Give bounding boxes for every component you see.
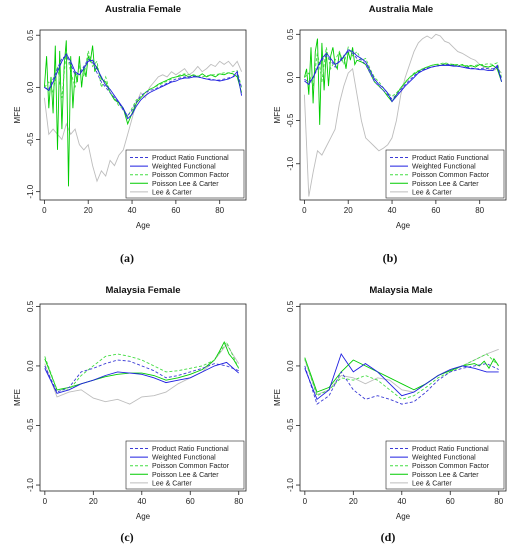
series-line-1: [44, 53, 243, 120]
x-tick-label: 60: [171, 206, 180, 215]
series-line-2: [44, 50, 243, 118]
legend-label: Poisson Common Factor: [152, 172, 230, 179]
x-axis-label: Age: [396, 221, 411, 230]
legend-label: Product Ratio Functional: [152, 155, 229, 162]
series-line-3: [43, 40, 243, 187]
subfigure-label: (c): [120, 530, 133, 544]
y-tick-label: -1.0: [26, 184, 35, 198]
x-tick-label: 20: [349, 497, 358, 506]
y-tick-label: 0.5: [26, 300, 35, 312]
y-tick-label: 0.0: [286, 71, 295, 83]
series-line-2: [304, 46, 503, 97]
x-tick-label: 0: [43, 497, 48, 506]
legend-label: Lee & Carter: [152, 189, 192, 196]
x-tick-label: 40: [128, 206, 137, 215]
x-axis-label: Age: [136, 512, 151, 521]
x-tick-label: 0: [42, 206, 47, 215]
x-tick-label: 40: [137, 497, 146, 506]
legend-label: Weighted Functional: [412, 455, 476, 462]
legend-label: Poisson Common Factor: [412, 172, 490, 179]
x-tick-label: 0: [303, 497, 308, 506]
chart-title: Australia Female: [105, 4, 181, 15]
legend-label: Weighted Functional: [412, 164, 476, 171]
chart-panel-3: Malaysia Male 0 20 40 60 80 -1.0 -0.5 0.0 0.5 Age M…: [273, 285, 507, 544]
series-line-2: [304, 353, 500, 400]
y-tick-label: 0.0: [286, 360, 295, 372]
legend-label: Poisson Lee & Carter: [152, 472, 219, 479]
x-tick-label: 80: [475, 206, 484, 215]
legend-label: Poisson Lee & Carter: [412, 181, 479, 188]
series-line-3: [304, 357, 500, 393]
series-line-4: [44, 343, 240, 405]
x-tick-label: 20: [344, 206, 353, 215]
x-tick-label: 80: [494, 497, 503, 506]
y-tick-label: -0.5: [26, 418, 35, 432]
legend-label: Poisson Common Factor: [412, 463, 490, 470]
series-line-1: [44, 361, 239, 394]
plot-frame: [39, 29, 247, 201]
chart-title: Malaysia Male: [369, 285, 432, 296]
y-tick-label: -1.0: [26, 478, 35, 492]
y-tick-label: -0.5: [286, 418, 295, 432]
legend-label: Weighted Functional: [152, 455, 216, 462]
chart-title: Australia Male: [369, 4, 433, 15]
series-line-3: [303, 38, 503, 125]
y-axis-label: MFE: [273, 107, 282, 124]
legend-label: Product Ratio Functional: [412, 446, 489, 453]
series-line-1: [304, 352, 499, 401]
y-axis-label: MFE: [13, 389, 22, 406]
legend-label: Lee & Carter: [412, 189, 452, 196]
y-tick-label: 0.5: [26, 29, 35, 41]
x-tick-label: 40: [397, 497, 406, 506]
y-tick-label: 0.5: [286, 300, 295, 312]
legend-label: Weighted Functional: [152, 164, 216, 171]
plot-frame: [299, 303, 507, 492]
x-tick-label: 80: [215, 206, 224, 215]
y-axis-label: MFE: [13, 107, 22, 124]
y-tick-label: -1.0: [286, 478, 295, 492]
plot-frame: [299, 29, 507, 201]
legend-label: Lee & Carter: [412, 480, 452, 487]
series-line-4: [304, 348, 499, 396]
series-line-2: [44, 341, 240, 391]
x-tick-label: 40: [388, 206, 397, 215]
subfigure-label: (d): [381, 530, 396, 544]
plot-frame: [39, 303, 247, 492]
legend-label: Product Ratio Functional: [152, 446, 229, 453]
series-line-0: [304, 363, 499, 405]
series-line-0: [44, 359, 239, 393]
x-tick-label: 60: [186, 497, 195, 506]
x-tick-label: 20: [89, 497, 98, 506]
y-tick-label: 0.0: [26, 360, 35, 372]
y-tick-label: 0.5: [286, 28, 295, 40]
subfigure-label: (a): [120, 251, 134, 265]
x-tick-label: 60: [446, 497, 455, 506]
y-tick-label: 0.0: [26, 81, 35, 93]
legend-label: Poisson Lee & Carter: [412, 472, 479, 479]
y-axis-label: MFE: [273, 389, 282, 406]
y-tick-label: -0.5: [26, 132, 35, 146]
x-tick-label: 20: [84, 206, 93, 215]
legend-label: Poisson Common Factor: [152, 463, 230, 470]
legend-label: Lee & Carter: [152, 480, 192, 487]
chart-panel-0: Australia Female 0 20 40 60 80 -1.0 -0.5 0.0 0.5 A…: [13, 4, 247, 265]
series-line-4: [303, 33, 502, 197]
y-tick-label: -1.0: [286, 156, 295, 170]
x-tick-label: 60: [431, 206, 440, 215]
x-tick-label: 80: [234, 497, 243, 506]
x-tick-label: 0: [302, 206, 307, 215]
legend-label: Poisson Lee & Carter: [152, 181, 219, 188]
series-line-1: [304, 49, 503, 103]
legend-label: Product Ratio Functional: [412, 155, 489, 162]
x-axis-label: Age: [396, 512, 411, 521]
chart-panel-2: Malaysia Female 0 20 40 60 80 -1.0 -0.5 0.0 0.5 Ag…: [13, 285, 247, 544]
chart-title: Malaysia Female: [106, 285, 181, 296]
chart-panel-1: Australia Male 0 20 40 60 80 -1.0 -0.5 0.0 0.5 Age…: [273, 4, 507, 265]
y-tick-label: -0.5: [286, 113, 295, 127]
subfigure-label: (b): [383, 251, 398, 265]
x-axis-label: Age: [136, 221, 151, 230]
